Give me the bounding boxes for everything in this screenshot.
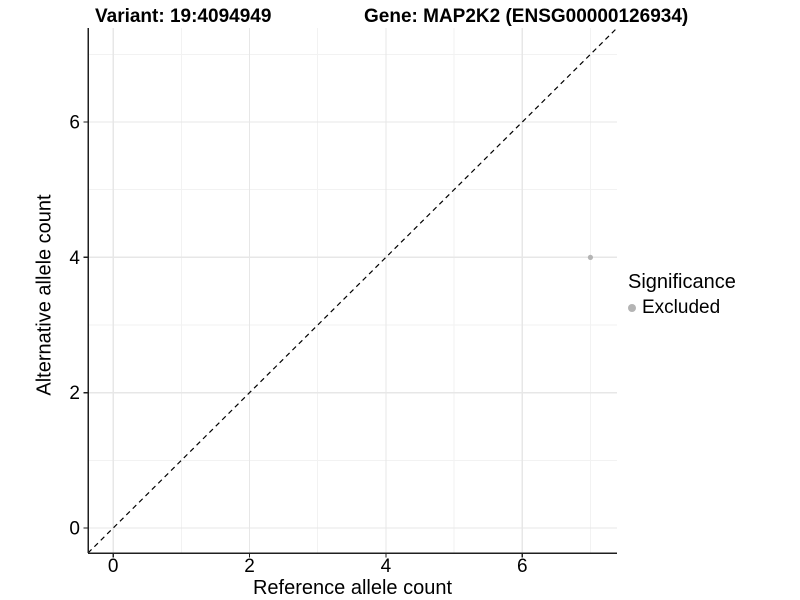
- excluded-swatch-icon: [628, 304, 636, 312]
- x-axis-title: Reference allele count: [252, 577, 452, 599]
- legend: Significance Excluded: [628, 271, 736, 319]
- y-tick-label: 4: [69, 248, 80, 269]
- legend-item-label: Excluded: [642, 297, 721, 318]
- data-point: [587, 254, 594, 260]
- y-tick-label: 6: [69, 113, 80, 134]
- x-tick-label: 6: [517, 556, 528, 577]
- legend-item-excluded: Excluded: [628, 297, 736, 319]
- identity-line: [87, 27, 618, 554]
- x-tick-label: 4: [381, 556, 392, 577]
- y-tick-label: 2: [69, 383, 80, 404]
- y-tick-label: 0: [69, 518, 80, 539]
- x-tick-label: 0: [108, 556, 119, 577]
- gene-title: Gene: MAP2K2 (ENSG00000126934): [364, 6, 689, 27]
- legend-title: Significance: [628, 271, 736, 293]
- x-tick-label: 2: [244, 556, 255, 577]
- variant-title: Variant: 19:4094949: [95, 6, 272, 27]
- y-axis-title: Alternative allele count: [33, 194, 56, 396]
